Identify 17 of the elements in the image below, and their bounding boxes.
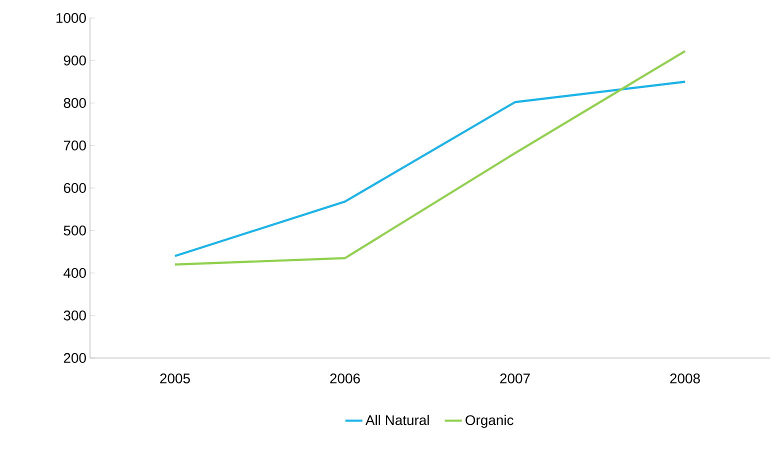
x-tick-label: 2005 <box>160 374 190 384</box>
y-tick-label: 600 <box>64 183 86 193</box>
y-tick-label: 1000 <box>56 13 86 23</box>
x-tick-label: 2007 <box>500 374 530 384</box>
line-series <box>174 50 686 266</box>
y-tick-label: 200 <box>64 353 86 363</box>
legend-label: Organic <box>466 414 514 428</box>
legend-label: All Natural <box>365 414 429 426</box>
y-tick-label: 800 <box>64 98 86 108</box>
y-tick-label: 300 <box>64 310 86 320</box>
y-tick-label: 500 <box>64 226 86 236</box>
x-tick-label: 2008 <box>670 374 700 384</box>
y-tick-label: 700 <box>64 140 86 150</box>
y-tick-label: 400 <box>64 268 86 278</box>
line-series <box>174 80 686 258</box>
x-tick-label: 2006 <box>330 374 360 384</box>
y-tick-label: 900 <box>64 56 86 66</box>
